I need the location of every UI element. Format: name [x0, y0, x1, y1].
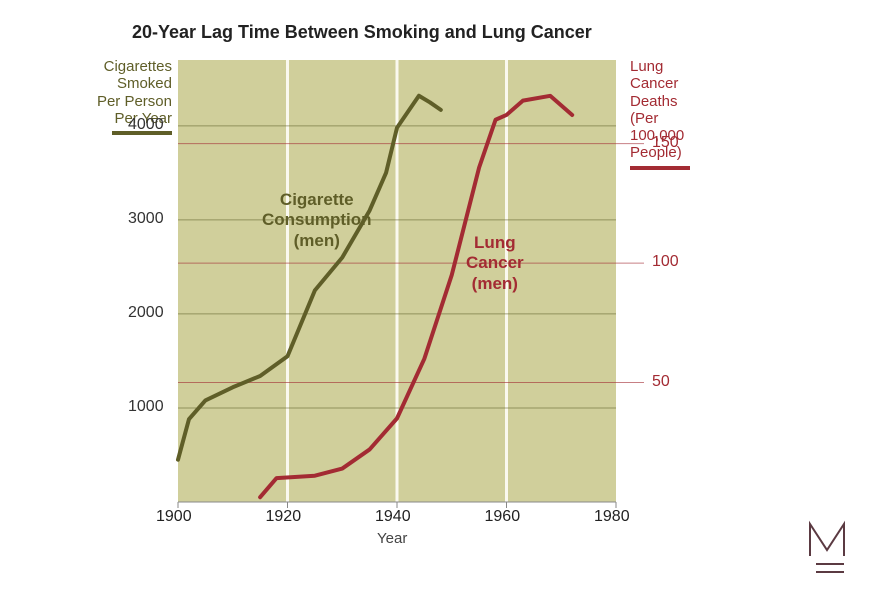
right-axis-label: LungCancerDeaths(Per100,000People): [630, 58, 720, 170]
watermark-logo: [802, 516, 852, 578]
tick-label: 4000: [128, 116, 164, 134]
tick-label: 1940: [375, 508, 411, 526]
tick-label: 50: [652, 373, 670, 391]
tick-label: 2000: [128, 304, 164, 322]
tick-label: 1980: [594, 508, 630, 526]
tick-label: 1900: [156, 508, 192, 526]
tick-label: 1960: [485, 508, 521, 526]
tick-label: 150: [652, 134, 679, 152]
tick-label: 1000: [128, 398, 164, 416]
series-label-cigarettes: CigaretteConsumption(men): [262, 190, 372, 251]
tick-label: 3000: [128, 210, 164, 228]
tick-label: 1920: [266, 508, 302, 526]
tick-label: 100: [652, 253, 679, 271]
series-label-lung-cancer: LungCancer(men): [466, 233, 524, 294]
x-axis-title: Year: [377, 530, 407, 547]
